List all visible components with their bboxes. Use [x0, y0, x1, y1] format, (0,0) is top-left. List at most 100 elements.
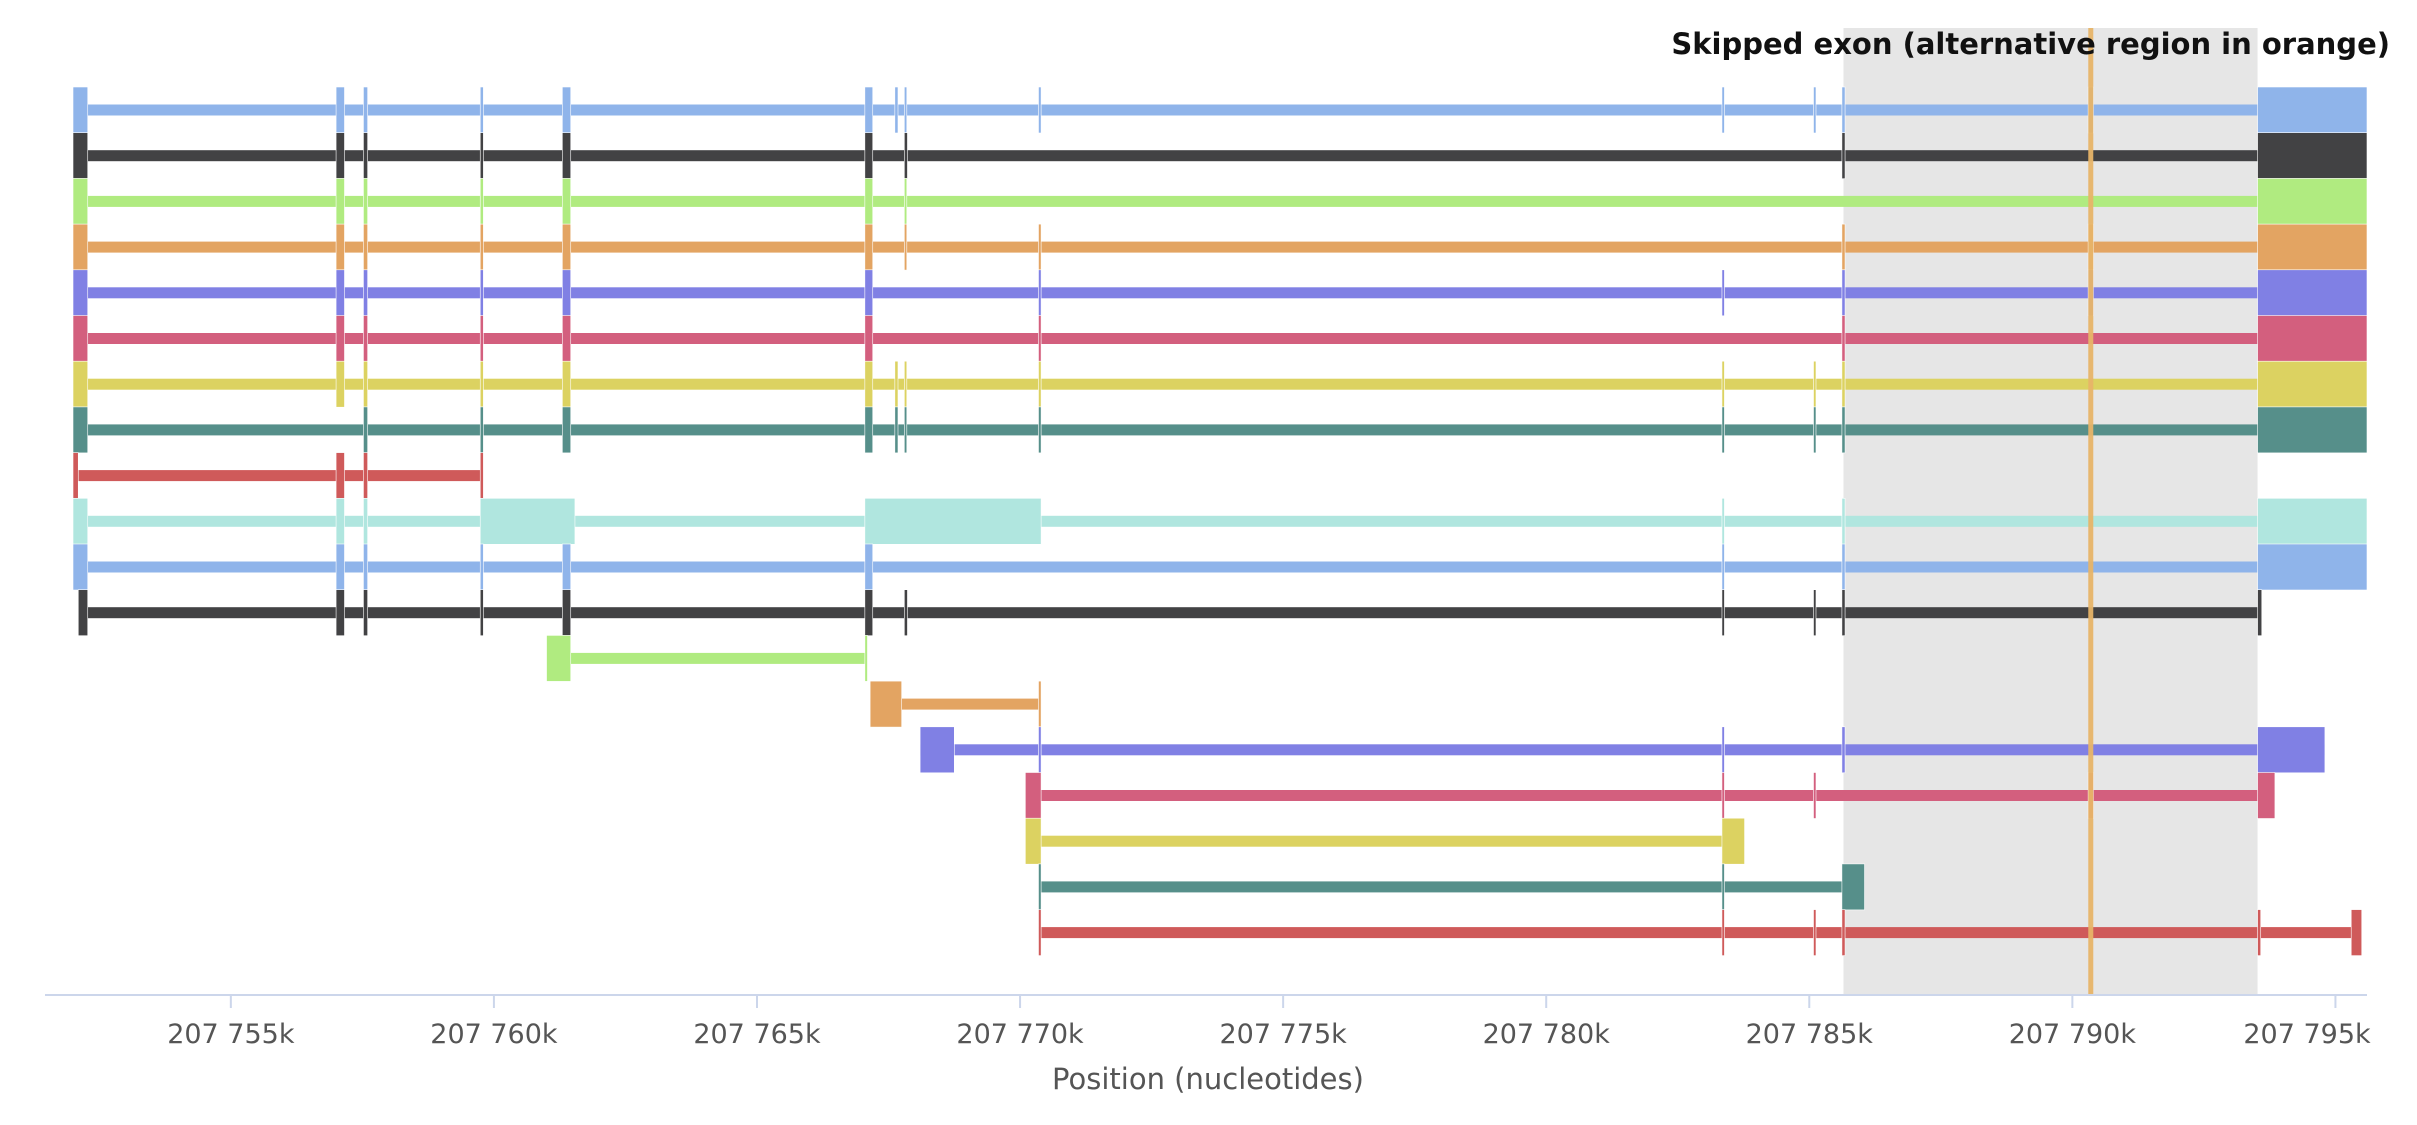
exon-box[interactable]: [864, 589, 874, 637]
exon-box[interactable]: [1841, 863, 1865, 911]
exon-box[interactable]: [1721, 817, 1745, 865]
exon-box[interactable]: [479, 497, 576, 545]
exon-box[interactable]: [864, 269, 874, 317]
exon-box[interactable]: [1841, 132, 1846, 179]
exon-box[interactable]: [1813, 772, 1817, 819]
exon-box[interactable]: [1841, 726, 1846, 774]
exon-box[interactable]: [1038, 315, 1042, 362]
exon-box[interactable]: [363, 178, 368, 225]
exon-box[interactable]: [363, 269, 368, 317]
exon-box[interactable]: [562, 132, 572, 179]
exon-box[interactable]: [562, 589, 572, 637]
exon-box[interactable]: [864, 497, 1042, 545]
exon-box[interactable]: [1813, 360, 1817, 408]
exon-box[interactable]: [1841, 86, 1846, 134]
exon-box[interactable]: [335, 223, 345, 271]
exon-box[interactable]: [904, 406, 908, 454]
exon-box[interactable]: [1038, 269, 1042, 317]
exon-box[interactable]: [904, 86, 908, 134]
exon-box[interactable]: [479, 406, 484, 454]
exon-box[interactable]: [2257, 772, 2276, 819]
exon-box[interactable]: [1025, 817, 1042, 865]
exon-box[interactable]: [864, 543, 874, 591]
exon-box[interactable]: [1721, 909, 1725, 956]
exon-box[interactable]: [72, 178, 89, 225]
exon-box[interactable]: [1841, 406, 1846, 454]
exon-box[interactable]: [1841, 497, 1846, 545]
exon-box[interactable]: [2257, 543, 2368, 591]
exon-box[interactable]: [1813, 589, 1817, 637]
exon-box[interactable]: [864, 223, 874, 271]
exon-box[interactable]: [1038, 406, 1042, 454]
exon-box[interactable]: [1721, 86, 1725, 134]
exon-box[interactable]: [1721, 726, 1725, 774]
exon-box[interactable]: [72, 360, 89, 408]
exon-box[interactable]: [1841, 589, 1846, 637]
exon-box[interactable]: [894, 86, 899, 134]
exon-box[interactable]: [562, 406, 572, 454]
exon-box[interactable]: [335, 589, 345, 637]
exon-box[interactable]: [1841, 269, 1846, 317]
exon-box[interactable]: [864, 315, 874, 362]
exon-box[interactable]: [363, 132, 368, 179]
exon-box[interactable]: [363, 452, 368, 499]
exon-box[interactable]: [2257, 360, 2368, 408]
exon-box[interactable]: [1038, 223, 1042, 271]
exon-box[interactable]: [479, 86, 484, 134]
exon-box[interactable]: [363, 86, 368, 134]
exon-box[interactable]: [479, 132, 484, 179]
exon-box[interactable]: [363, 589, 368, 637]
exon-box[interactable]: [335, 543, 345, 591]
exon-box[interactable]: [2257, 223, 2368, 271]
exon-box[interactable]: [72, 223, 89, 271]
exon-box[interactable]: [562, 86, 572, 134]
exon-box[interactable]: [2257, 589, 2263, 637]
exon-box[interactable]: [479, 223, 484, 271]
exon-box[interactable]: [479, 315, 484, 362]
exon-box[interactable]: [562, 360, 572, 408]
exon-box[interactable]: [1841, 543, 1846, 591]
exon-box[interactable]: [72, 543, 89, 591]
exon-box[interactable]: [1721, 863, 1725, 911]
exon-box[interactable]: [562, 315, 572, 362]
exon-box[interactable]: [904, 589, 908, 637]
exon-box[interactable]: [562, 269, 572, 317]
exon-box[interactable]: [479, 589, 484, 637]
exon-box[interactable]: [335, 269, 345, 317]
exon-box[interactable]: [1841, 360, 1846, 408]
exon-box[interactable]: [72, 497, 89, 545]
exon-box[interactable]: [2257, 726, 2326, 774]
exon-box[interactable]: [1813, 86, 1817, 134]
exon-box[interactable]: [363, 315, 368, 362]
exon-box[interactable]: [363, 497, 368, 545]
exon-box[interactable]: [546, 635, 572, 682]
exon-box[interactable]: [72, 86, 89, 134]
exon-box[interactable]: [1721, 589, 1725, 637]
exon-box[interactable]: [919, 726, 955, 774]
exon-box[interactable]: [1721, 269, 1725, 317]
exon-box[interactable]: [864, 406, 874, 454]
exon-box[interactable]: [904, 223, 908, 271]
exon-box[interactable]: [363, 543, 368, 591]
exon-box[interactable]: [1025, 772, 1042, 819]
exon-box[interactable]: [1038, 726, 1042, 774]
exon-box[interactable]: [864, 360, 874, 408]
exon-box[interactable]: [1841, 909, 1846, 956]
exon-box[interactable]: [335, 497, 345, 545]
exon-box[interactable]: [864, 86, 874, 134]
exon-box[interactable]: [894, 360, 899, 408]
exon-box[interactable]: [2257, 269, 2368, 317]
exon-box[interactable]: [479, 452, 484, 499]
exon-box[interactable]: [2350, 909, 2363, 956]
exon-box[interactable]: [1841, 315, 1846, 362]
exon-box[interactable]: [479, 178, 484, 225]
exon-box[interactable]: [479, 543, 484, 591]
exon-box[interactable]: [72, 269, 89, 317]
exon-box[interactable]: [335, 452, 345, 499]
exon-box[interactable]: [2257, 315, 2368, 362]
exon-box[interactable]: [2257, 178, 2368, 225]
exon-box[interactable]: [904, 178, 908, 225]
exon-box[interactable]: [2257, 406, 2368, 454]
exon-box[interactable]: [72, 406, 89, 454]
exon-box[interactable]: [1721, 497, 1725, 545]
